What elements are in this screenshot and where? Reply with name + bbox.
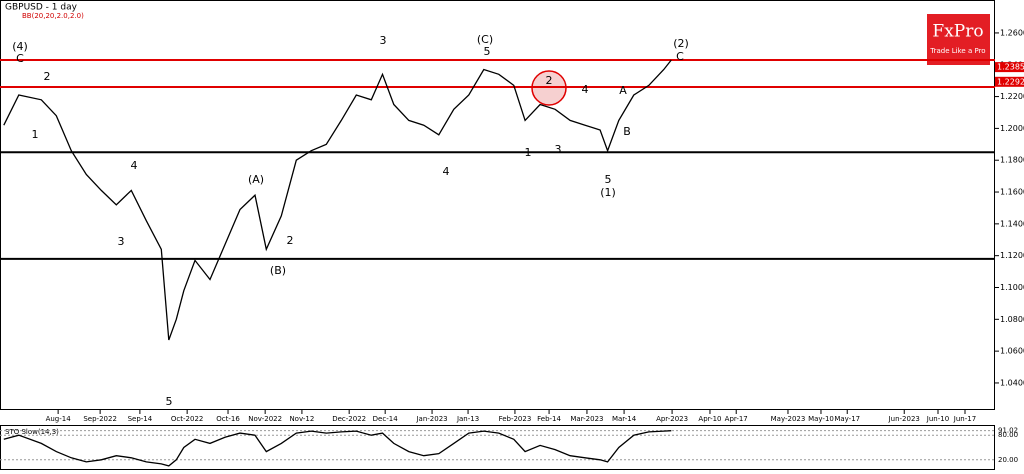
price-tag bbox=[995, 62, 1024, 73]
wave-label: 5 bbox=[484, 45, 491, 58]
x-tick-label: Aug-14 bbox=[46, 415, 72, 423]
chart-title: GBPUSD - 1 day bbox=[5, 3, 78, 13]
wave-label: 3 bbox=[555, 143, 562, 156]
x-tick-label: Jan-2023 bbox=[415, 415, 447, 423]
wave-label: C bbox=[676, 50, 684, 63]
y-tick-label: 1.08000 bbox=[1000, 315, 1024, 324]
x-tick-label: Apr-10 bbox=[698, 415, 721, 423]
y-tick-label: 1.12000 bbox=[1000, 251, 1024, 260]
y-tick-label: 1.26000 bbox=[1000, 28, 1024, 37]
x-tick-label: Mar-14 bbox=[612, 415, 637, 423]
x-tick-label: Feb-14 bbox=[537, 415, 561, 423]
x-tick-label: Mar-2023 bbox=[570, 415, 603, 423]
y-tick-label: 1.06000 bbox=[1000, 347, 1024, 356]
wave-label: 4 bbox=[582, 83, 589, 96]
price-tag-label: 1.22928 bbox=[997, 77, 1024, 86]
x-tick-label: Jan-13 bbox=[456, 415, 479, 423]
indicator-title: STO Slow(14,3) bbox=[5, 428, 59, 436]
wave-label: 4 bbox=[443, 165, 450, 178]
y-tick-label: 1.22000 bbox=[1000, 92, 1024, 101]
x-tick-label: May-17 bbox=[834, 415, 860, 423]
wave-label: 5 bbox=[605, 173, 612, 186]
x-tick-label: Nov-2022 bbox=[248, 415, 282, 423]
wave-label: 4 bbox=[131, 159, 138, 172]
x-tick-label: Sep-2022 bbox=[83, 415, 117, 423]
wave-label: A bbox=[619, 84, 627, 97]
wave-label: (2) bbox=[673, 37, 689, 50]
x-tick-label: Apr-17 bbox=[725, 415, 748, 423]
x-tick-label: Jun-2023 bbox=[888, 415, 920, 423]
logo-box bbox=[927, 14, 990, 65]
y-tick-label: 1.04000 bbox=[1000, 378, 1024, 387]
wave-label: 3 bbox=[118, 235, 125, 248]
x-tick-label: May-10 bbox=[808, 415, 834, 423]
plot-frame bbox=[0, 0, 995, 410]
wave-label: (1) bbox=[600, 186, 616, 199]
chart-subtitle: BB(20,20,2.0,2.0) bbox=[22, 12, 84, 20]
x-tick-label: Dec-2022 bbox=[332, 415, 366, 423]
x-tick-label: Sep-14 bbox=[128, 415, 153, 423]
wave-label: 2 bbox=[546, 74, 553, 87]
wave-label: (C) bbox=[477, 33, 493, 46]
logo: FxPro bbox=[932, 22, 983, 42]
y-tick-label: 1.10000 bbox=[1000, 283, 1024, 292]
x-tick-label: Oct-16 bbox=[216, 415, 240, 423]
wave-label: C bbox=[16, 52, 24, 65]
indicator-tick-label: 91.02 bbox=[998, 427, 1018, 435]
y-tick-label: 1.16000 bbox=[1000, 188, 1024, 197]
x-tick-label: Nov-12 bbox=[289, 415, 314, 423]
wave-label: (B) bbox=[270, 264, 286, 277]
wave-label: 5 bbox=[166, 395, 173, 408]
x-tick-label: Dec-14 bbox=[373, 415, 399, 423]
wave-label: 2 bbox=[287, 234, 294, 247]
wave-label: B bbox=[623, 125, 631, 138]
x-tick-label: Apr-2023 bbox=[656, 415, 688, 423]
wave-label: (4) bbox=[12, 40, 28, 53]
indicator-tick-label: 20.00 bbox=[998, 456, 1018, 464]
wave-label: (A) bbox=[248, 173, 264, 186]
y-tick-label: 1.20000 bbox=[1000, 124, 1024, 133]
y-tick-label: 1.14000 bbox=[1000, 219, 1024, 228]
logo-tagline: Trade Like a Pro bbox=[929, 47, 985, 55]
wave-label: 3 bbox=[380, 34, 387, 47]
x-tick-label: Feb-2023 bbox=[499, 415, 532, 423]
wave-label: 1 bbox=[32, 128, 39, 141]
price-line bbox=[3, 59, 672, 341]
x-tick-label: Jun-17 bbox=[953, 415, 976, 423]
price-tag bbox=[995, 76, 1024, 87]
wave-label: 2 bbox=[44, 70, 51, 83]
x-tick-label: Oct-2022 bbox=[171, 415, 203, 423]
price-tag-label: 1.23852 bbox=[997, 63, 1024, 72]
indicator-line bbox=[3, 430, 672, 467]
wave-label: 1 bbox=[525, 146, 532, 159]
x-tick-label: Jun-10 bbox=[926, 415, 949, 423]
indicator-tick-label: 80.00 bbox=[998, 431, 1018, 439]
y-tick-label: 1.18000 bbox=[1000, 156, 1024, 165]
x-tick-label: May-2023 bbox=[771, 415, 806, 423]
